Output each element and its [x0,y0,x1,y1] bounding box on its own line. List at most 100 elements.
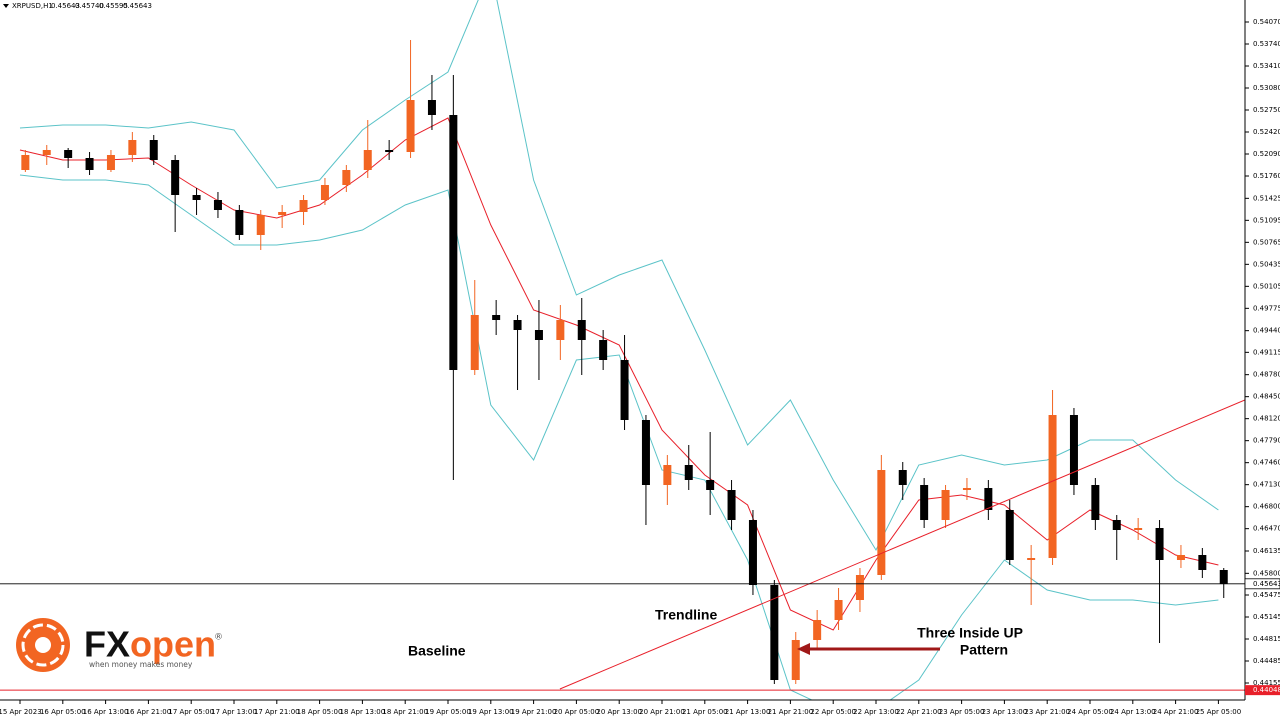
logo-emblem-core [35,637,51,653]
candle-body [1198,555,1207,570]
x-tick-label: 25 Apr 05:00 [1196,708,1242,716]
y-tick-label: 0.51425 [1253,194,1280,202]
x-tick-label: 20 Apr 13:00 [596,708,642,716]
candle-body [256,215,265,235]
x-tick-label: 15 Apr 2023 [0,708,42,716]
y-tick-label: 0.53410 [1253,62,1280,70]
x-tick-label: 17 Apr 21:00 [254,708,300,716]
candle-body [85,158,94,170]
logo-emblem-ring [21,623,65,667]
x-tick-label: 18 Apr 05:00 [297,708,343,716]
symbol: XRPUSD,H1 [12,2,53,10]
candle-body [64,150,73,158]
x-tick-label: 20 Apr 05:00 [554,708,600,716]
y-tick-label: 0.53740 [1253,40,1280,48]
candle-body [941,490,950,520]
y-tick-label: 0.50105 [1253,282,1280,290]
candle-body [748,520,757,585]
logo-open: open [130,624,216,665]
quote-open: 0.45643 [51,2,80,10]
logo-tagline: when money makes money [89,660,193,669]
x-tick-label: 19 Apr 21:00 [511,708,557,716]
candle-body [470,315,479,370]
x-tick-label: 23 Apr 13:00 [982,708,1028,716]
y-tick-label: 0.47460 [1253,459,1280,467]
candle-body [385,150,394,152]
candle-body [534,330,543,340]
x-tick-label: 19 Apr 05:00 [425,708,471,716]
candle-body [406,100,415,152]
candle-body [363,150,372,170]
y-tick-label: 0.49440 [1253,327,1280,335]
candle-body [342,170,351,185]
x-tick-label: 16 Apr 13:00 [83,708,129,716]
candle-body [42,150,51,155]
candle-body [427,100,436,115]
trendline [559,399,1245,690]
y-tick-label: 0.46135 [1253,547,1280,555]
y-tick-label: 0.45800 [1253,569,1280,577]
candle-body [813,620,822,640]
x-tick-label: 17 Apr 05:00 [168,708,214,716]
candle-body [1069,415,1078,485]
arrow-head [797,643,810,655]
candle-body [21,155,30,170]
candle-body [620,360,629,420]
x-tick-label: 18 Apr 21:00 [382,708,428,716]
header-icon [3,4,9,8]
candle-body [235,210,244,235]
y-tick-label: 0.47790 [1253,437,1280,445]
candle-body [770,585,779,680]
candle-body [1219,570,1228,584]
y-tick-label: 0.48780 [1253,371,1280,379]
candle-body [684,465,693,480]
candle-body [834,600,843,620]
candle-body [128,140,137,155]
x-tick-label: 22 Apr 13:00 [853,708,899,716]
x-tick-label: 22 Apr 05:00 [810,708,856,716]
x-tick-label: 16 Apr 05:00 [40,708,86,716]
y-tick-label: 0.52750 [1253,106,1280,114]
y-tick-label: 0.48450 [1253,393,1280,401]
candle-body [1005,510,1014,560]
x-tick-label: 21 Apr 13:00 [725,708,771,716]
candle-body [727,490,736,520]
candle-body [599,340,608,360]
bollinger-band [19,174,1219,700]
candle-body [149,140,158,160]
y-tick-label: 0.51760 [1253,172,1280,180]
candle-body [1048,415,1057,558]
candle-body [1155,528,1164,560]
candle-body [898,470,907,485]
candle-body [855,575,864,600]
y-tick-label: 0.44815 [1253,635,1280,643]
logo: FX open ® when money makes money [16,618,223,672]
logo-registered: ® [214,633,223,643]
candle-body [449,115,458,370]
baseline-box [1245,685,1280,696]
y-tick-label: 0.44485 [1253,657,1280,665]
y-tick-label: 0.45475 [1253,591,1280,599]
y-tick-label: 0.50435 [1253,260,1280,268]
candle-body [920,485,929,520]
plot-area [0,0,1245,700]
x-tick-label: 22 Apr 21:00 [896,708,942,716]
x-tick-label: 21 Apr 05:00 [682,708,728,716]
candle-body [877,470,886,575]
y-tick-label: 0.46470 [1253,525,1280,533]
x-tick-label: 24 Apr 05:00 [1067,708,1113,716]
x-tick-label: 23 Apr 05:00 [939,708,985,716]
y-tick-label: 0.52420 [1253,128,1280,136]
candle-body [492,315,501,320]
candle-body [192,195,201,200]
y-tick-label: 0.48120 [1253,415,1280,423]
y-tick-label: 0.49115 [1253,348,1280,356]
y-tick-label: 0.53080 [1253,84,1280,92]
y-tick-label: 0.50765 [1253,238,1280,246]
x-tick-label: 20 Apr 21:00 [639,708,685,716]
y-tick-label: 0.51095 [1253,216,1280,224]
x-tick-label: 23 Apr 21:00 [1024,708,1070,716]
pattern-label: Pattern [960,642,1008,658]
